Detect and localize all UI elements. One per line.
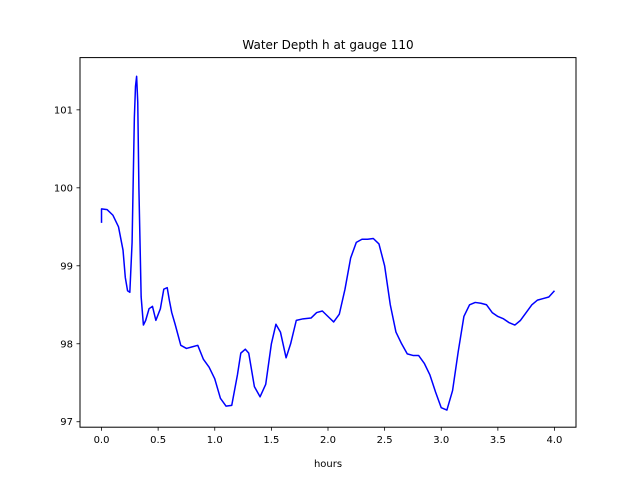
x-tick-label: 1.0 [207, 435, 223, 446]
x-tick-label: 0.0 [94, 435, 110, 446]
y-tick-label: 101 [54, 105, 73, 116]
x-tick-label: 2.5 [377, 435, 393, 446]
x-tick-label: 2.0 [320, 435, 336, 446]
series-line-0 [100, 75, 556, 411]
chart-title: Water Depth h at gauge 110 [242, 38, 413, 52]
y-tick-label: 100 [54, 183, 73, 194]
plot-area [100, 75, 556, 411]
y-tick-label: 99 [60, 261, 73, 272]
x-axis: 0.0 0.5 1.0 1.5 2.0 2.5 3.0 3.5 4.0 [94, 427, 563, 446]
y-axis: 97 98 99 100 101 [54, 105, 80, 428]
x-tick-label: 3.5 [490, 435, 506, 446]
plot-frame [79, 57, 577, 428]
x-tick-label: 3.0 [433, 435, 449, 446]
y-tick-label: 98 [60, 339, 73, 350]
x-tick-label: 4.0 [547, 435, 563, 446]
x-tick-label: 1.5 [263, 435, 279, 446]
x-tick-label: 0.5 [150, 435, 166, 446]
y-tick-label: 97 [60, 417, 73, 428]
x-axis-title: hours [314, 459, 342, 470]
